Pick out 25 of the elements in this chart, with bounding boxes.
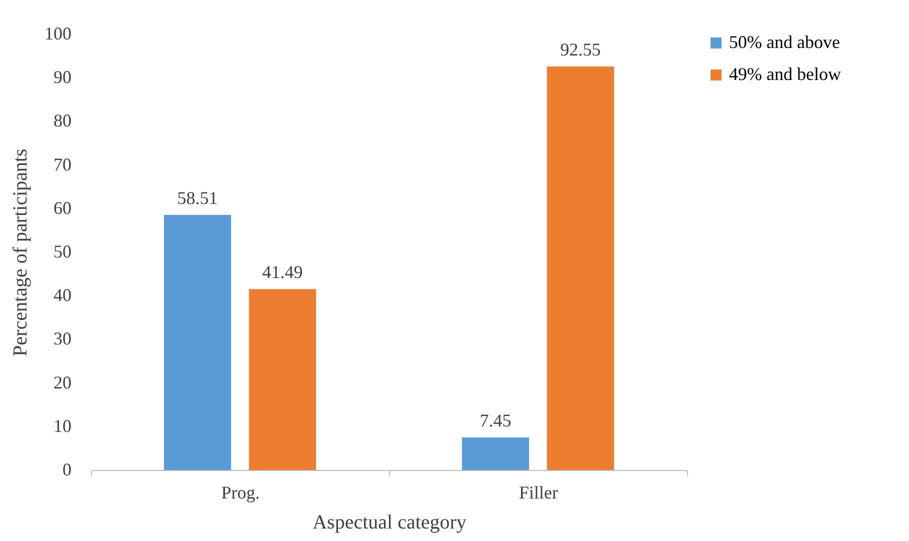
data-label: 41.49 [262,262,303,282]
y-tick-label: 30 [54,328,72,349]
x-axis-title: Aspectual category [312,512,466,534]
y-tick-label: 80 [54,110,72,131]
bar [546,66,614,470]
y-tick-label: 60 [54,198,72,218]
y-tick-label: 40 [54,285,72,306]
y-tick-label: 10 [54,416,72,436]
y-tick-label: 90 [54,67,72,88]
data-label: 7.45 [480,410,512,431]
y-tick-label: 0 [62,460,72,480]
legend-label: 49% and below [729,64,841,84]
legend-label: 50% and above [729,32,840,52]
y-tick-label: 50 [54,242,72,262]
y-axis-title: Percentage of participants [10,148,32,356]
y-tick-label: 100 [44,24,72,44]
bar [462,438,530,470]
y-tick-label: 70 [54,154,72,174]
y-tick-label: 20 [54,372,72,392]
data-label: 92.55 [560,39,601,60]
x-tick-label: Filler [519,482,558,502]
bar [164,214,232,470]
x-tick-label: Prog. [221,482,260,502]
bar [248,289,316,470]
data-label: 58.51 [177,188,218,208]
